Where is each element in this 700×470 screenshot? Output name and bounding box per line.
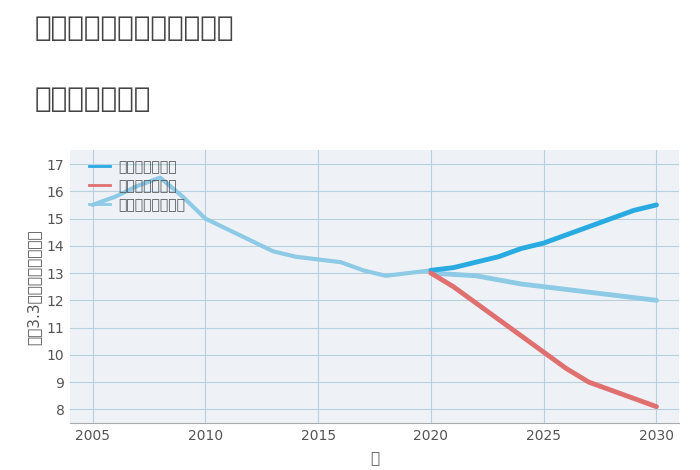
Text: 三重県松阪市南虹が丘町の: 三重県松阪市南虹が丘町の [35,14,235,42]
Text: 土地の価格推移: 土地の価格推移 [35,85,151,113]
X-axis label: 年: 年 [370,451,379,466]
Legend: グッドシナリオ, バッドシナリオ, ノーマルシナリオ: グッドシナリオ, バッドシナリオ, ノーマルシナリオ [89,160,186,212]
Y-axis label: 坪（3.3㎡）単価（万円）: 坪（3.3㎡）単価（万円） [26,229,41,345]
